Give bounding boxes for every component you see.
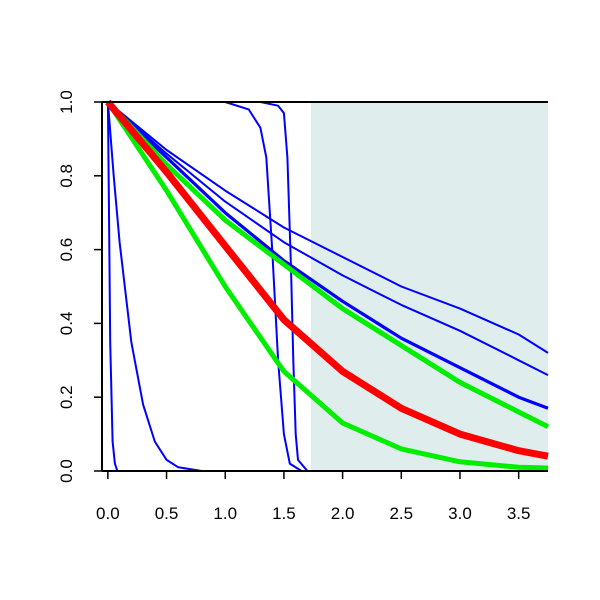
x-tick-label: 0.5 (155, 504, 179, 523)
series-line-9 (105, 100, 549, 471)
x-tick-label: 0.0 (96, 504, 120, 523)
x-tick-label: 2.5 (389, 504, 413, 523)
y-tick-label: 0.2 (57, 385, 76, 409)
series-line-10 (105, 99, 549, 460)
y-tick-label: 0.6 (57, 238, 76, 262)
series-line-1 (107, 101, 549, 354)
y-tick-label: 0.8 (57, 164, 76, 188)
x-tick-label: 3.0 (448, 504, 472, 523)
y-tick-label: 0.0 (57, 459, 76, 483)
x-tick-label: 2.0 (331, 504, 355, 523)
series-line-5 (106, 101, 120, 472)
y-tick-label: 0.4 (57, 312, 76, 336)
series-line-6 (107, 101, 303, 472)
shaded-region (310, 102, 548, 471)
x-tick-label: 1.5 (272, 504, 296, 523)
series-line-7 (107, 101, 309, 472)
y-tick-label: 1.0 (57, 90, 76, 114)
series-line-3 (106, 100, 549, 410)
axes-layer: 0.0 0.2 0.4 0.6 0.8 1.0 0.0 0.5 1.0 1.5 2.0 2.5 3.0 3… (57, 90, 548, 523)
x-tick-label: 1.0 (213, 504, 237, 523)
x-tick-label: 3.5 (507, 504, 531, 523)
series-line-8 (106, 100, 550, 429)
series-line-2 (107, 101, 549, 376)
series-line-4 (106, 101, 226, 472)
series-layer (105, 99, 550, 472)
